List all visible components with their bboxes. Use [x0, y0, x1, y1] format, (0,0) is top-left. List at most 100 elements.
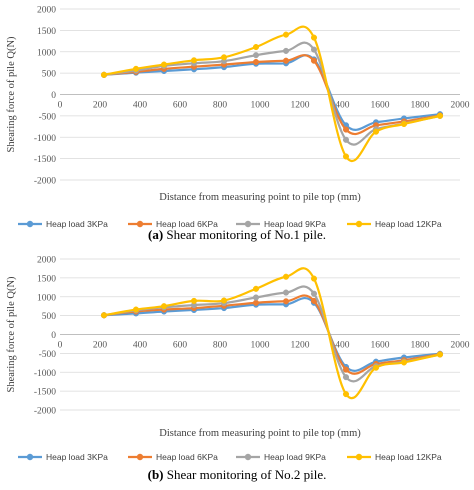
- data-point: [252, 299, 260, 306]
- shear-chart-pile-2: (b) Shear monitoring of No.2 pile. -2000…: [6, 256, 470, 483]
- data-point: [282, 289, 290, 296]
- data-point: [436, 112, 444, 119]
- x-tick-label: 400: [133, 101, 148, 111]
- data-point: [310, 290, 318, 297]
- legend-label: Heap load 9KPa: [264, 219, 326, 229]
- data-point: [342, 136, 350, 143]
- data-point: [220, 54, 228, 61]
- data-point: [282, 298, 290, 305]
- shear-chart-pile-1: (a) Shear monitoring of No.1 pile. -2000…: [6, 6, 470, 243]
- y-tick-label: -1000: [34, 134, 56, 144]
- data-point: [100, 71, 108, 78]
- data-point: [342, 153, 350, 160]
- y-tick-label: -2000: [34, 177, 56, 187]
- data-point: [342, 126, 350, 133]
- x-tick-label: 0: [58, 341, 63, 351]
- data-point: [282, 273, 290, 280]
- y-tick-label: -500: [39, 112, 57, 122]
- y-tick-label: 0: [51, 91, 56, 101]
- data-point: [252, 58, 260, 66]
- data-point: [372, 128, 380, 135]
- data-point: [436, 351, 444, 358]
- legend-label: Heap load 3KPa: [46, 219, 108, 229]
- data-point: [220, 297, 228, 304]
- data-point: [282, 31, 290, 38]
- chart-caption: (a) Shear monitoring of No.1 pile.: [148, 227, 326, 242]
- chart-caption: (b) Shear monitoring of No.2 pile.: [148, 467, 327, 482]
- y-axis-title: Shearing force of pile Q(N): [6, 276, 17, 393]
- series-line: [103, 285, 441, 383]
- data-point: [132, 306, 140, 313]
- legend-label: Heap load 12KPa: [375, 452, 442, 462]
- legend-swatch-marker: [244, 453, 252, 461]
- x-tick-label: 0: [58, 101, 63, 111]
- x-axis-title: Distance from measuring point to pile to…: [159, 192, 361, 203]
- data-point: [252, 285, 260, 292]
- legend-swatch-marker: [244, 220, 252, 228]
- y-tick-label: 2000: [37, 256, 56, 266]
- chart-panel-b: (b) Shear monitoring of No.2 pile. -2000…: [0, 243, 474, 485]
- legend-swatch-marker: [136, 453, 144, 461]
- x-tick-label: 1400: [331, 341, 350, 351]
- x-tick-label: 400: [133, 341, 148, 351]
- legend-label: Heap load 6KPa: [156, 452, 218, 462]
- series-line: [103, 41, 441, 146]
- series-line: [103, 25, 441, 162]
- legend-swatch-marker: [355, 453, 363, 461]
- x-tick-label: 800: [213, 341, 228, 351]
- y-tick-label: -2000: [34, 407, 56, 417]
- y-tick-label: 500: [42, 312, 57, 322]
- x-tick-label: 1800: [411, 341, 430, 351]
- x-tick-label: 1600: [371, 101, 390, 111]
- legend-label: Heap load 3KPa: [46, 452, 108, 462]
- data-point: [400, 359, 408, 366]
- x-tick-label: 1400: [331, 101, 350, 111]
- y-tick-label: 1500: [37, 27, 56, 37]
- x-tick-label: 2000: [451, 101, 470, 111]
- x-tick-label: 200: [93, 341, 108, 351]
- legend-label: Heap load 6KPa: [156, 219, 218, 229]
- y-tick-label: -1500: [34, 388, 56, 398]
- y-axis-title: Shearing force of pile Q(N): [6, 36, 17, 153]
- x-tick-label: 1200: [291, 101, 310, 111]
- x-tick-label: 1000: [251, 341, 270, 351]
- data-point: [342, 374, 350, 381]
- data-point: [310, 46, 318, 53]
- x-tick-label: 1200: [291, 341, 310, 351]
- x-tick-label: 2000: [451, 341, 470, 351]
- y-tick-label: -1500: [34, 155, 56, 165]
- data-point: [372, 364, 380, 371]
- data-point: [282, 47, 290, 54]
- data-point: [310, 34, 318, 41]
- data-point: [282, 57, 290, 64]
- series-line: [103, 267, 441, 400]
- x-tick-label: 800: [213, 101, 228, 111]
- legend-swatch-marker: [26, 220, 34, 228]
- legend-swatch-marker: [355, 220, 363, 228]
- legend-swatch-marker: [136, 220, 144, 228]
- y-tick-label: -500: [39, 350, 57, 360]
- y-tick-label: 1000: [37, 48, 56, 58]
- x-axis-title: Distance from measuring point to pile to…: [159, 428, 361, 439]
- data-point: [252, 43, 260, 51]
- chart-panel-a: (a) Shear monitoring of No.1 pile. -2000…: [0, 0, 474, 243]
- y-tick-label: 500: [42, 70, 57, 80]
- y-tick-label: 0: [51, 331, 56, 341]
- data-point: [342, 366, 350, 373]
- data-point: [400, 120, 408, 128]
- data-point: [310, 275, 318, 282]
- x-tick-label: 1600: [371, 341, 390, 351]
- y-tick-label: 2000: [37, 6, 56, 16]
- data-point: [252, 52, 260, 59]
- y-tick-label: 1000: [37, 293, 56, 303]
- x-tick-label: 600: [173, 341, 188, 351]
- x-tick-label: 200: [93, 101, 108, 111]
- data-point: [190, 57, 198, 64]
- y-tick-label: 1500: [37, 274, 56, 284]
- data-point: [252, 294, 260, 301]
- x-tick-label: 1000: [251, 101, 270, 111]
- legend-label: Heap load 12KPa: [375, 219, 442, 229]
- data-point: [160, 61, 168, 68]
- legend-label: Heap load 9KPa: [264, 452, 326, 462]
- x-tick-label: 600: [173, 101, 188, 111]
